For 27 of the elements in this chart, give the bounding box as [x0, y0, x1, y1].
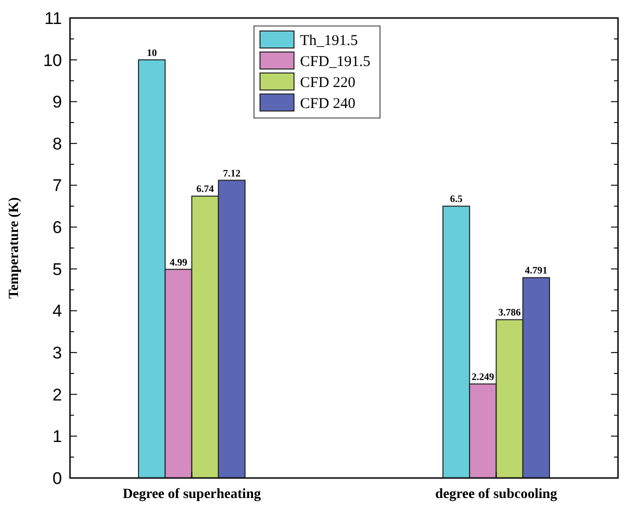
y-tick-label: 5: [52, 260, 62, 279]
y-tick-label: 8: [52, 134, 62, 154]
y-tick-label: 3: [52, 343, 62, 362]
legend-label: Th_191.5: [300, 32, 358, 49]
y-tick-label: 9: [52, 92, 62, 112]
y-tick-label: 7: [52, 176, 62, 196]
data-label: 6.74: [196, 184, 214, 196]
y-tick-label: 1: [52, 427, 62, 446]
data-label: 2.249: [472, 372, 494, 383]
data-label: 7.12: [222, 168, 240, 180]
data-label: 4.791: [524, 266, 548, 277]
y-tick-label: 0: [52, 468, 62, 488]
legend-label: CFD 220: [300, 74, 356, 91]
y-axis-title: Temperature (K): [7, 196, 22, 299]
legend-label: CFD_191.5: [300, 54, 370, 70]
y-tick-label: 10: [43, 50, 62, 70]
y-tick-label: 6: [52, 218, 62, 238]
data-label: 4.99: [170, 257, 188, 268]
y-tick-label: 11: [44, 8, 62, 28]
data-label: 10: [146, 48, 157, 59]
y-tick-label: 2: [52, 385, 62, 404]
legend-label: CFD 240: [300, 96, 356, 112]
data-label: 6.5: [450, 194, 463, 206]
x-tick-label: degree of subcooling: [435, 487, 558, 502]
x-tick-label: Degree of superheating: [122, 487, 261, 502]
y-tick-label: 4: [52, 302, 62, 321]
data-label: 3.786: [498, 308, 521, 319]
